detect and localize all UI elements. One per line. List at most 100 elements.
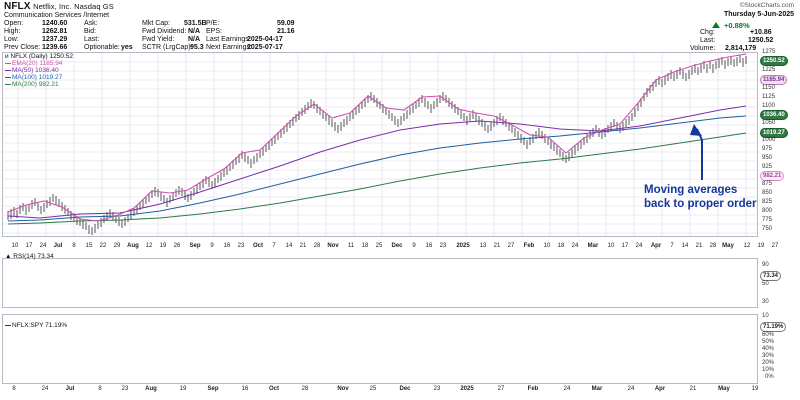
annotation-arrowhead	[690, 124, 702, 136]
quote-ask: Ask:	[84, 20, 98, 27]
ybox-last-price: 1250.52	[760, 56, 788, 66]
ytick-1275: 1275	[762, 49, 776, 55]
quote-prevclose-val: 1239.66	[42, 44, 68, 51]
company-name: Netflix, Inc.	[33, 2, 72, 11]
ytick-775: 775	[762, 217, 773, 223]
xtick-12: Sep	[189, 243, 201, 249]
rsi-ytick-30: 30	[762, 299, 769, 305]
xtick-28: 23	[439, 243, 447, 249]
xtick-9: 12	[145, 243, 153, 249]
bx-1: 24	[41, 386, 49, 392]
xtick-48: 19	[757, 243, 765, 249]
annotation-arrow	[696, 128, 703, 180]
bx-11: Nov	[337, 386, 349, 392]
bx-13: Dec	[399, 386, 411, 392]
ytick-800: 800	[762, 208, 773, 214]
ybox-ema20: 1185.94	[760, 75, 788, 85]
bx-21: Apr	[654, 386, 666, 392]
rsi-legend-marker: ▲	[5, 253, 12, 260]
quote-optionable: Optionable:	[84, 44, 120, 51]
quote-date: Thursday 5-Jun-2025	[723, 11, 794, 18]
ytick-950: 950	[762, 155, 773, 161]
quote-eps: EPS:	[206, 28, 222, 35]
xtick-2: 24	[39, 243, 47, 249]
bx-5: Aug	[145, 386, 157, 392]
quote-mktcap: Mkt Cap:	[142, 20, 171, 27]
ma100-swatch	[5, 76, 11, 78]
xtick-39: 17	[621, 243, 629, 249]
price-legend-marker: ᴎ	[5, 53, 9, 60]
xtick-10: 19	[159, 243, 167, 249]
rs-ytick-40: 40%	[762, 346, 775, 352]
quote-fwdyield-val: N/A	[188, 36, 201, 43]
rsi-ytick-90: 90	[762, 262, 769, 268]
bx-20: 24	[627, 386, 635, 392]
percent-change: +0.88%	[724, 21, 750, 30]
bx-19: Mar	[591, 386, 603, 392]
ybox-ma200: 982.21	[760, 171, 785, 181]
xtick-13: 9	[210, 243, 214, 249]
xtick-34: 10	[543, 243, 551, 249]
legend-price: ᴎ NFLX (Daily) 1250.52	[5, 53, 73, 60]
bx-9: Oct	[268, 386, 279, 392]
quote-mktcap-val: 531.5B	[184, 20, 207, 27]
xtick-22: 11	[347, 243, 355, 249]
quote-high-val: 1262.81	[42, 28, 68, 35]
ytick-825: 825	[762, 199, 773, 205]
quote-chg-val: +10.86	[750, 29, 772, 36]
quote-lastprice: Last:	[700, 37, 716, 44]
quote-low-val: 1237.29	[42, 36, 68, 43]
xtick-23: 18	[361, 243, 369, 249]
xtick-31: 21	[493, 243, 501, 249]
bx-3: 8	[98, 386, 102, 392]
xtick-33: Feb	[523, 243, 535, 249]
annotation-line-2: back to proper order	[644, 198, 757, 210]
xtick-35: 18	[557, 243, 565, 249]
quote-sctr-val: 95.3	[190, 44, 204, 51]
quote-high: High:	[4, 28, 21, 35]
quote-open: Open:	[4, 20, 24, 27]
ytick-1000: 1000	[762, 137, 776, 143]
xtick-0: 10	[11, 243, 19, 249]
ytick-850: 850	[762, 190, 773, 196]
quote-bid: Bid:	[84, 28, 97, 35]
bx-16: 27	[497, 386, 505, 392]
xtick-43: 14	[681, 243, 689, 249]
xtick-7: 29	[113, 243, 121, 249]
ema20-swatch	[5, 62, 11, 64]
quote-prevclose: Prev Close:	[4, 44, 41, 51]
ytick-875: 875	[762, 181, 773, 187]
quote-low: Low:	[4, 36, 19, 43]
rs-ytick-60: 60%	[762, 332, 775, 338]
annotation-text: Moving averages back to proper order	[644, 183, 756, 211]
quote-nextearn: Next Earnings:	[206, 44, 252, 51]
legend-ema20: EMA(20) 1185.94	[5, 60, 62, 67]
xtick-6: 22	[99, 243, 107, 249]
bx-7: Sep	[207, 386, 219, 392]
xtick-47: 12	[743, 243, 751, 249]
bx-4: 23	[121, 386, 129, 392]
rsi-panel[interactable]	[2, 258, 758, 308]
quote-fwdyield: Fwd Yield:	[142, 36, 175, 43]
rsi-ytick-50: 50	[762, 281, 769, 287]
relative-strength-panel[interactable]	[2, 314, 758, 384]
ytick-1100: 1100	[762, 103, 775, 109]
xtick-42: 7	[670, 243, 674, 249]
symbol-title: NFLX Netflix, Inc. Nasdaq GS	[4, 1, 114, 12]
quote-fwddiv: Fwd Dividend:	[142, 28, 187, 35]
quote-last: Last:	[84, 36, 100, 43]
xtick-40: 24	[635, 243, 643, 249]
xtick-25: Dec	[391, 243, 403, 249]
bx-6: 19	[179, 386, 187, 392]
xtick-4: 8	[72, 243, 76, 249]
ytick-1225: 1225	[762, 67, 776, 73]
legend-ma100: MA(100) 1019.27	[5, 74, 62, 81]
bx-18: 24	[563, 386, 571, 392]
xtick-16: Oct	[252, 243, 263, 249]
ytick-1150: 1150	[762, 85, 775, 91]
ytick-750: 750	[762, 226, 773, 232]
rs-current-box: 71.19%	[760, 322, 787, 332]
rs-ytick-0: 0%	[765, 374, 774, 380]
quote-open-val: 1240.60	[42, 20, 68, 27]
xtick-15: 23	[237, 243, 245, 249]
